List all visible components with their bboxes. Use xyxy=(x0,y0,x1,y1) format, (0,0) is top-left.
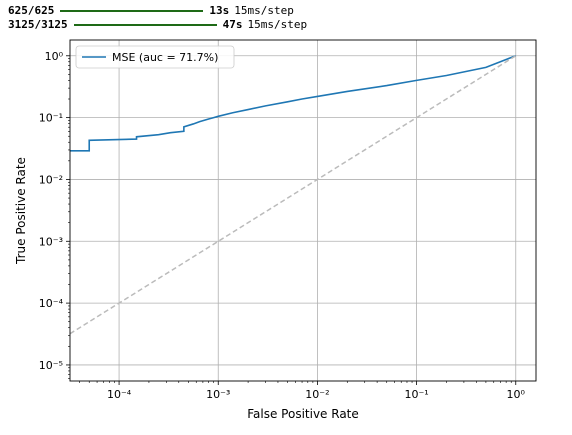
x-tick-label: 10⁻¹ xyxy=(404,388,428,401)
x-tick-label: 10⁻⁴ xyxy=(107,388,132,401)
y-axis-label: True Positive Rate xyxy=(14,157,28,265)
x-tick-label: 10⁰ xyxy=(507,388,526,401)
plot-frame xyxy=(70,40,536,381)
y-tick-label: 10⁰ xyxy=(45,50,64,63)
roc-curve-line xyxy=(70,56,516,151)
chance-diagonal-line xyxy=(70,56,516,334)
x-axis-label: False Positive Rate xyxy=(247,407,359,421)
y-tick-label: 10⁻⁴ xyxy=(39,297,64,310)
y-tick-label: 10⁻⁵ xyxy=(39,359,63,372)
y-tick-label: 10⁻¹ xyxy=(39,112,63,125)
y-tick-label: 10⁻² xyxy=(39,173,63,186)
x-tick-label: 10⁻² xyxy=(305,388,329,401)
y-tick-label: 10⁻³ xyxy=(39,235,63,248)
x-tick-label: 10⁻³ xyxy=(206,388,230,401)
legend-label: MSE (auc = 71.7%) xyxy=(112,51,218,64)
